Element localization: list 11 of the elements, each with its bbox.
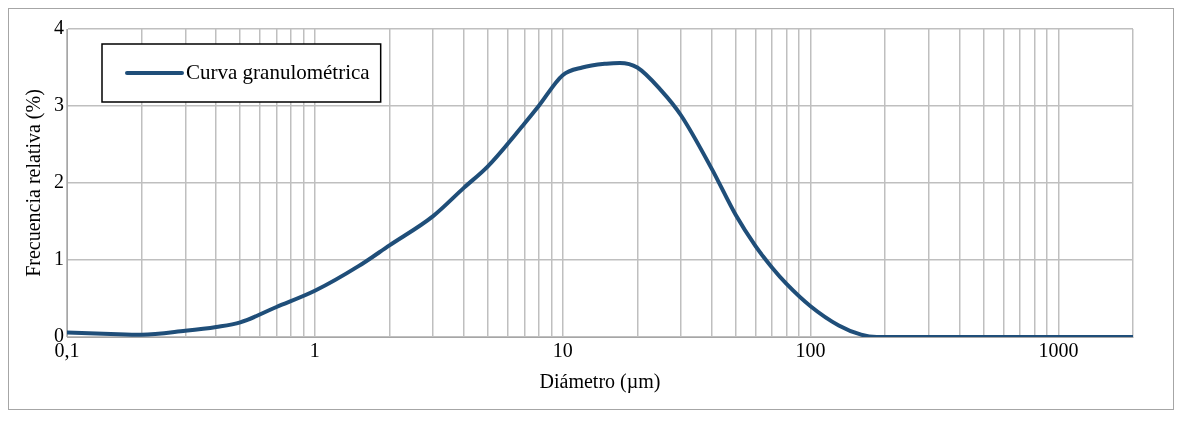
y-tick-label: 2 <box>54 170 64 193</box>
x-tick-label: 100 <box>795 339 826 362</box>
y-axis-title: Frecuencia relativa (%) <box>22 89 46 277</box>
y-tick-label: 4 <box>54 16 64 39</box>
x-axis-title: Diámetro (µm) <box>539 370 661 394</box>
x-tick-label: 10 <box>552 339 573 362</box>
x-tick-label: 1 <box>309 339 320 362</box>
y-tick-label: 1 <box>54 247 64 270</box>
y-tick-label: 3 <box>54 93 64 116</box>
legend-label: Curva granulométrica <box>186 59 371 84</box>
x-tick-label: 1000 <box>1038 339 1079 362</box>
